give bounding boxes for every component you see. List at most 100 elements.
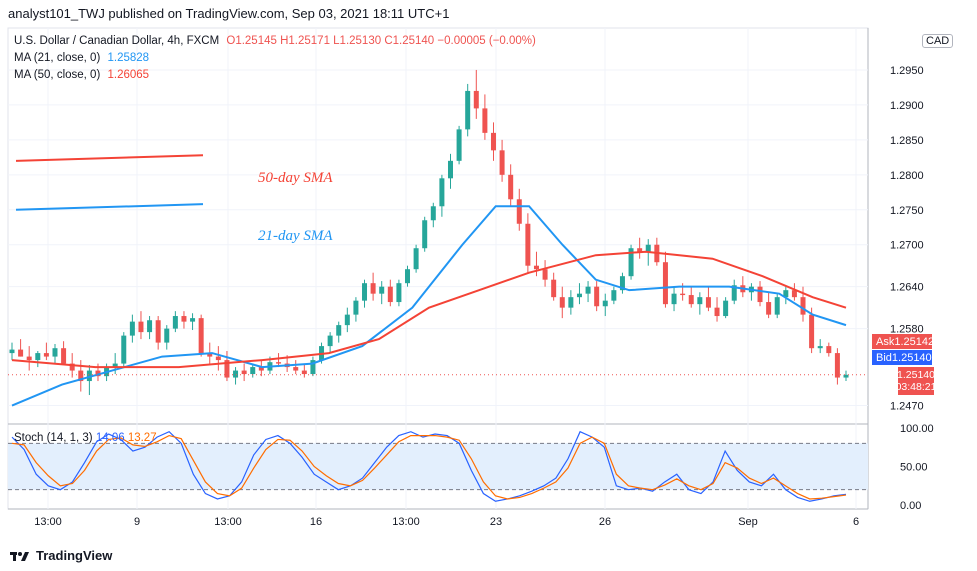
candle-body [276, 362, 281, 363]
candle-body [328, 336, 333, 346]
candle-body [422, 220, 427, 248]
candle-body [723, 301, 728, 316]
candle-body [388, 287, 393, 302]
stoch-tick-label: 0.00 [900, 500, 921, 512]
candle-body [27, 357, 32, 360]
stoch-d-value: 13.27 [128, 432, 157, 444]
candle-body [835, 353, 840, 377]
time-tick-label: 13:00 [34, 516, 62, 528]
currency-button[interactable]: CAD [922, 34, 953, 48]
candle-body [491, 133, 496, 150]
price-tick-label: 1.2470 [890, 401, 924, 413]
candle-body [672, 294, 677, 304]
time-tick-label: 13:00 [214, 516, 242, 528]
ask-tag: Ask 1.25142 [872, 334, 932, 349]
ask-label: Ask [876, 336, 894, 348]
candle-body [474, 91, 479, 108]
candle-body [568, 297, 573, 307]
price-tick-label: 1.2800 [890, 170, 924, 182]
candle-body [680, 294, 685, 295]
candle-body [164, 329, 169, 343]
tradingview-footer[interactable]: TradingView [10, 548, 112, 563]
candle-body [233, 371, 238, 378]
candle-body [138, 322, 143, 332]
candle-body [457, 129, 462, 160]
candle-body [371, 283, 376, 293]
candle-body [52, 348, 57, 356]
time-tick-label: 16 [310, 516, 322, 528]
symbol-name: U.S. Dollar / Canadian Dollar, 4h, FXCM [14, 35, 219, 47]
candle-body [414, 248, 419, 269]
candle-body [336, 325, 341, 335]
candle-body [173, 316, 178, 329]
candle-body [405, 269, 410, 283]
candle-body [766, 302, 771, 315]
candle-body [362, 283, 367, 300]
bid-label: Bid [876, 352, 892, 364]
candle-body [482, 108, 487, 132]
candle-body [818, 346, 823, 348]
candle-body [560, 297, 565, 307]
stoch-k-value: 14.06 [96, 432, 125, 444]
candle-body [345, 315, 350, 325]
price-tick-label: 1.2750 [890, 205, 924, 217]
candle-body [586, 287, 591, 294]
last-price-tag: 1.25140 03:48:21 [898, 367, 934, 395]
candle-body [697, 297, 702, 304]
candle-body [715, 308, 720, 316]
candle-body [646, 245, 651, 252]
candle-body [611, 290, 616, 300]
candle-body [44, 353, 49, 356]
publish-header: analyst101_TWJ published on TradingView.… [8, 6, 449, 21]
candle-body [293, 367, 298, 370]
candle-body [156, 320, 161, 342]
candle-body [577, 294, 582, 297]
countdown-timer: 03:48:21 [896, 381, 937, 393]
time-tick-label: 6 [853, 516, 859, 528]
chart-canvas[interactable]: 1.29501.29001.28501.28001.27501.27001.26… [0, 0, 977, 571]
ma21-value: 1.25828 [108, 52, 150, 64]
candle-body [439, 178, 444, 206]
time-tick-label: 26 [599, 516, 611, 528]
sma21-annotation: 21-day SMA [258, 228, 333, 245]
time-tick-label: Sep [738, 516, 758, 528]
candle-body [809, 315, 814, 349]
candle-body [826, 346, 831, 353]
ma21-legend: MA (21, close, 0) 1.25828 [14, 52, 153, 64]
candle-body [431, 206, 436, 220]
price-tick-label: 1.2900 [890, 100, 924, 112]
ma21-label: MA (21, close, 0) [14, 52, 100, 64]
candle-body [121, 336, 126, 364]
candle-body [758, 287, 763, 302]
candle-body [181, 316, 186, 322]
candle-body [242, 371, 247, 374]
price-tick-label: 1.2640 [890, 282, 924, 294]
candle-body [551, 280, 556, 297]
candle-body [147, 320, 152, 332]
candle-body [534, 266, 539, 269]
candle-body [10, 350, 15, 353]
time-tick-label: 9 [134, 516, 140, 528]
candle-body [465, 91, 470, 129]
candle-body [500, 150, 505, 174]
candle-body [35, 353, 40, 360]
candle-body [396, 283, 401, 302]
candle-body [508, 175, 513, 199]
candle-body [130, 322, 135, 336]
candle-body [250, 367, 255, 374]
candle-body [190, 318, 195, 321]
stoch-tick-label: 50.00 [900, 462, 928, 474]
symbol-legend: U.S. Dollar / Canadian Dollar, 4h, FXCM … [14, 35, 540, 47]
candle-body [775, 297, 780, 314]
price-tick-label: 1.2950 [890, 65, 924, 77]
brand-name: TradingView [36, 548, 112, 563]
ma50-value: 1.26065 [108, 69, 150, 81]
time-tick-label: 23 [490, 516, 502, 528]
candle-body [448, 161, 453, 178]
candle-body [379, 287, 384, 294]
candle-body [302, 371, 307, 374]
candle-body [594, 287, 599, 307]
ma50-label: MA (50, close, 0) [14, 69, 100, 81]
candle-body [663, 262, 668, 304]
candle-body [525, 224, 530, 266]
